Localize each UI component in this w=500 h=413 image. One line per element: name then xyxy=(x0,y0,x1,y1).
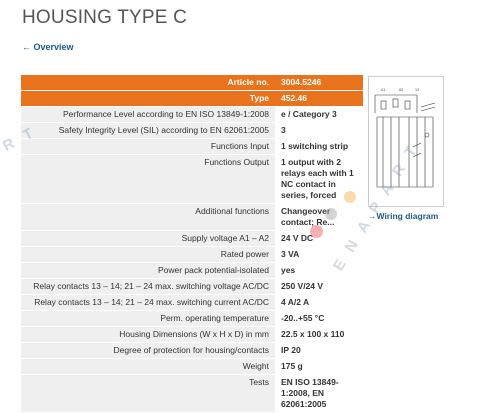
spec-value: yes xyxy=(275,262,363,279)
spec-label: Type xyxy=(21,90,275,107)
spec-value: e / Category 3 xyxy=(275,106,363,123)
spec-row: Degree of protection for housing/contact… xyxy=(21,342,363,359)
spec-value: 1 switching strip xyxy=(275,138,363,155)
wiring-diagram-link[interactable]: →Wiring diagram xyxy=(368,211,438,221)
spec-value: 250 V/24 V xyxy=(275,278,363,295)
spec-label: Supply voltage A1 – A2 xyxy=(21,230,275,247)
spec-label: Tests xyxy=(21,374,275,412)
header-row: Article no. 3004.5246 xyxy=(21,75,363,91)
decorative-dot xyxy=(310,225,323,238)
spec-row: Relay contacts 13 – 14; 21 – 24 max. swi… xyxy=(21,294,363,311)
spec-value: 452.46 xyxy=(275,90,363,107)
spec-value: 4 A/2 A xyxy=(275,294,363,311)
spec-label: Degree of protection for housing/contact… xyxy=(21,342,275,359)
spec-value: 24 V DC xyxy=(275,230,363,247)
spec-label: Article no. xyxy=(21,75,275,91)
spec-label: Performance Level according to EN ISO 13… xyxy=(21,106,275,123)
svg-text:13: 13 xyxy=(415,88,419,92)
spec-label: Safety Integrity Level (SIL) according t… xyxy=(21,122,275,139)
decorative-dot xyxy=(344,191,356,203)
spec-row: Rated power 3 VA xyxy=(21,246,363,263)
spec-row: Performance Level according to EN ISO 13… xyxy=(21,106,363,123)
overview-link[interactable]: ← Overview xyxy=(22,42,74,52)
spec-row: Power pack potential-isolated yes xyxy=(21,262,363,279)
page-title: HOUSING TYPE C xyxy=(22,7,188,28)
svg-text:A2: A2 xyxy=(399,88,403,92)
wiring-diagram-thumbnail[interactable]: A1 A2 13 xyxy=(368,76,444,207)
spec-row: Functions Output 1 output with 2 relays e… xyxy=(21,154,363,204)
header-row: Type 452.46 xyxy=(21,90,363,107)
spec-row: Functions Input 1 switching strip xyxy=(21,138,363,155)
spec-value: 22.5 x 100 x 110 xyxy=(275,326,363,343)
spec-value: 3004.5246 xyxy=(275,75,363,91)
spec-label: Weight xyxy=(21,358,275,375)
spec-label: Functions Input xyxy=(21,138,275,155)
spec-row: Perm. operating temperature -20..+55 °C xyxy=(21,310,363,327)
spec-value: -20..+55 °C xyxy=(275,310,363,327)
spec-row: Weight 175 g xyxy=(21,358,363,375)
spec-row: Tests EN ISO 13849-1:2008, EN 62061:2005 xyxy=(21,374,363,412)
spec-label: Relay contacts 13 – 14; 21 – 24 max. swi… xyxy=(21,294,275,311)
spec-row: Relay contacts 13 – 14; 21 – 24 max. swi… xyxy=(21,278,363,295)
spec-label: Housing Dimensions (W x H x D) in mm xyxy=(21,326,275,343)
spec-row: Housing Dimensions (W x H x D) in mm 22.5… xyxy=(21,326,363,343)
spec-value: IP 20 xyxy=(275,342,363,359)
spec-row: Supply voltage A1 – A2 24 V DC xyxy=(21,230,363,247)
spec-label: Perm. operating temperature xyxy=(21,310,275,327)
spec-label: Power pack potential-isolated xyxy=(21,262,275,279)
spec-label: Relay contacts 13 – 14; 21 – 24 max. swi… xyxy=(21,278,275,295)
wiring-diagram-image: A1 A2 13 xyxy=(374,88,436,188)
spec-label: Functions Output xyxy=(21,154,275,204)
spec-table: Article no. 3004.5246 Type 452.46 Performanc… xyxy=(21,75,363,412)
wiring-diagram-label: Wiring diagram xyxy=(376,211,439,221)
decorative-dot xyxy=(325,208,337,220)
spec-row: Additional functions Changeover contact; … xyxy=(21,203,363,231)
spec-value: 3 VA xyxy=(275,246,363,263)
spec-value: 3 xyxy=(275,122,363,139)
arrow-right-icon: → xyxy=(368,211,377,221)
spec-label: Rated power xyxy=(21,246,275,263)
spec-label: Additional functions xyxy=(21,203,275,231)
svg-text:A1: A1 xyxy=(381,88,385,92)
spec-value: EN ISO 13849-1:2008, EN 62061:2005 xyxy=(275,374,363,412)
spec-value: 175 g xyxy=(275,358,363,375)
spec-row: Safety Integrity Level (SIL) according t… xyxy=(21,122,363,139)
